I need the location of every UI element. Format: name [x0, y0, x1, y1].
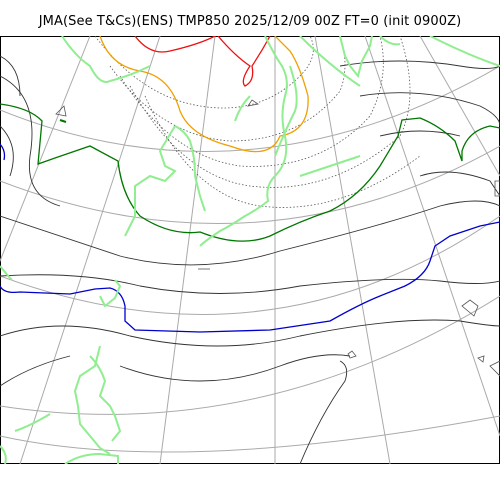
- isotherm-black: [0, 274, 500, 294]
- parallel-line: [0, 145, 500, 225]
- graticule: [0, 36, 500, 464]
- map-title: JMA(See T&Cs)(ENS) TMP850 2025/12/09 00Z…: [38, 14, 462, 29]
- island-marker: [477, 355, 485, 363]
- isotherm-orange: [99, 36, 309, 153]
- coastline-path: [174, 125, 206, 212]
- coastline-path: [14, 413, 51, 432]
- coastline-path: [124, 125, 177, 237]
- coastline-path: [0, 265, 13, 281]
- isotherm-dotted: [94, 36, 314, 109]
- green-isotherm: [0, 103, 500, 242]
- meridian-line: [159, 36, 216, 464]
- green-island: [59, 119, 67, 123]
- island-marker: [461, 299, 479, 317]
- coastline-path: [199, 36, 288, 247]
- isotherm-black: [359, 92, 500, 127]
- isotherm-black: [0, 75, 61, 207]
- black-isotherms: [0, 55, 500, 464]
- coastline-path: [379, 36, 401, 46]
- meridian-line: [314, 36, 391, 464]
- isotherm-black: [0, 55, 21, 97]
- weather-map: [0, 36, 500, 464]
- island-marker: [247, 99, 260, 107]
- parallel-line: [0, 295, 500, 415]
- small-islands: [55, 99, 500, 377]
- isotherm-black: [299, 360, 348, 464]
- coastline-path: [73, 345, 111, 455]
- isotherm-red: [134, 36, 216, 53]
- isotherm-black: [0, 319, 500, 347]
- meridian-line: [364, 36, 500, 437]
- isotherm-black: [419, 171, 500, 197]
- isotherm-black: [119, 354, 351, 382]
- red-isotherm: [134, 36, 271, 87]
- isotherm-green: [0, 103, 500, 242]
- isotherm-black: [0, 200, 500, 266]
- coastline-path: [64, 452, 119, 464]
- isotherm-dotted: [129, 36, 411, 188]
- map-frame: [0, 36, 500, 464]
- coastline-path: [89, 355, 122, 442]
- coastline-path: [0, 445, 7, 464]
- isotherm-black: [0, 355, 71, 387]
- isotherm-red: [217, 36, 271, 87]
- coastline: [0, 36, 500, 464]
- meridian-line: [419, 36, 500, 177]
- island-marker: [494, 180, 500, 197]
- isotherm-black: [0, 125, 14, 177]
- island-marker: [55, 105, 67, 117]
- parallel-line: [0, 215, 500, 315]
- meridian-line: [19, 36, 161, 464]
- parallel-line: [0, 415, 500, 453]
- coastline-path: [339, 36, 373, 79]
- coastline-path: [299, 36, 361, 87]
- island-marker: [489, 360, 500, 377]
- island-marker: [347, 350, 357, 359]
- coastline-path: [274, 65, 298, 157]
- blue-isotherm: [0, 143, 500, 333]
- isotherm-black: [379, 130, 461, 137]
- coastline-path: [61, 36, 151, 83]
- coastline-path: [299, 155, 361, 177]
- coastline-path: [99, 279, 122, 308]
- isotherm-dotted: [144, 95, 421, 208]
- isotherm-black: [339, 60, 500, 69]
- isotherm-blue: [0, 221, 500, 333]
- coastline-path: [234, 95, 251, 122]
- orange-isotherm: [99, 36, 309, 153]
- isotherm-blue: [0, 143, 6, 161]
- parallel-line: [0, 65, 500, 152]
- coastline-path: [429, 36, 500, 67]
- meridian-line: [0, 36, 91, 263]
